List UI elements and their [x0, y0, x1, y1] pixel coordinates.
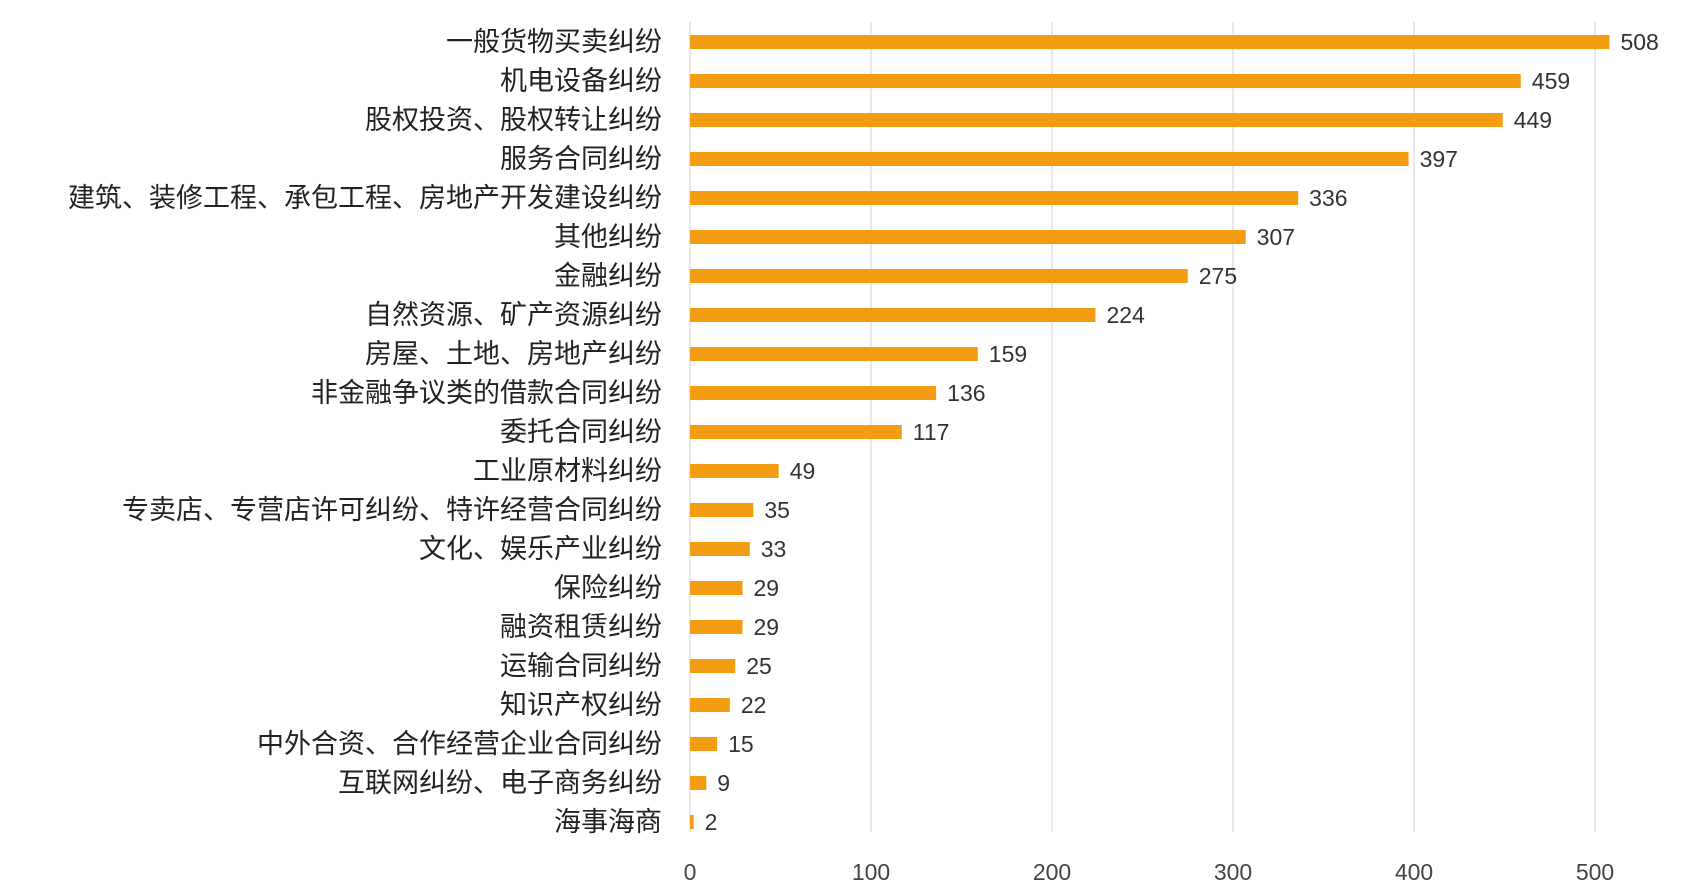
bars: [690, 35, 1610, 829]
value-label: 25: [746, 653, 772, 679]
bar: [690, 542, 750, 556]
x-axis-ticks: 0 100 200 300 400 500: [684, 859, 1615, 885]
x-tick-label: 400: [1395, 859, 1433, 885]
bar: [690, 815, 694, 829]
category-label: 文化、娱乐产业纠纷: [419, 534, 662, 565]
category-label: 服务合同纠纷: [500, 144, 662, 175]
bar: [690, 503, 754, 517]
bar: [690, 737, 718, 751]
category-label: 专卖店、专营店许可纠纷、特许经营合同纠纷: [122, 495, 662, 526]
x-tick-label: 200: [1033, 859, 1071, 885]
value-label: 159: [989, 341, 1027, 367]
category-label: 自然资源、矿产资源纠纷: [365, 300, 662, 331]
category-label: 互联网纠纷、电子商务纠纷: [338, 768, 662, 799]
value-label: 29: [753, 575, 779, 601]
value-label: 22: [741, 692, 767, 718]
value-label: 49: [790, 458, 816, 484]
category-label: 中外合资、合作经营企业合同纠纷: [257, 729, 662, 760]
category-labels: 一般货物买卖纠纷机电设备纠纷股权投资、股权转让纠纷服务合同纠纷建筑、装修工程、承…: [68, 27, 662, 838]
value-label: 275: [1199, 263, 1237, 289]
value-labels: 5084594493973363072752241591361174935332…: [705, 29, 1659, 835]
value-label: 9: [717, 770, 730, 796]
category-label: 融资租赁纠纷: [500, 612, 662, 643]
bar: [690, 152, 1409, 166]
value-label: 2: [705, 809, 718, 835]
x-tick-label: 300: [1214, 859, 1252, 885]
category-label: 股权投资、股权转让纠纷: [365, 105, 662, 136]
bar: [690, 74, 1521, 88]
value-label: 307: [1257, 224, 1295, 250]
bar: [690, 464, 779, 478]
value-label: 449: [1514, 107, 1552, 133]
category-label: 一般货物买卖纠纷: [446, 27, 662, 58]
category-label: 建筑、装修工程、承包工程、房地产开发建设纠纷: [68, 183, 662, 214]
category-label: 非金融争议类的借款合同纠纷: [311, 378, 662, 409]
category-label: 工业原材料纠纷: [473, 456, 662, 487]
category-label: 机电设备纠纷: [500, 66, 662, 97]
bar: [690, 425, 902, 439]
category-label: 海事海商: [554, 807, 662, 838]
category-label: 知识产权纠纷: [500, 690, 662, 721]
bar: [690, 191, 1299, 205]
value-label: 459: [1532, 68, 1570, 94]
value-label: 336: [1309, 185, 1347, 211]
value-label: 15: [728, 731, 754, 757]
value-label: 35: [764, 497, 790, 523]
value-label: 224: [1106, 302, 1145, 328]
bar: [690, 269, 1188, 283]
category-label: 其他纠纷: [554, 222, 662, 253]
value-label: 508: [1620, 29, 1658, 55]
category-label: 运输合同纠纷: [500, 651, 662, 682]
bar: [690, 308, 1096, 322]
bar: [690, 776, 707, 790]
value-label: 397: [1420, 146, 1458, 172]
bar: [690, 35, 1610, 49]
x-tick-label: 500: [1576, 859, 1614, 885]
category-label: 金融纠纷: [554, 261, 662, 292]
bar: [690, 347, 978, 361]
bar: [690, 230, 1246, 244]
value-label: 29: [753, 614, 779, 640]
category-label: 房屋、土地、房地产纠纷: [365, 339, 662, 370]
bar: [690, 698, 730, 712]
value-label: 117: [913, 419, 950, 445]
x-tick-label: 0: [684, 859, 697, 885]
bar: [690, 581, 743, 595]
bar: [690, 113, 1503, 127]
value-label: 33: [761, 536, 787, 562]
value-label: 136: [947, 380, 985, 406]
category-label: 保险纠纷: [554, 573, 662, 604]
category-label: 委托合同纠纷: [500, 417, 662, 448]
bar: [690, 386, 937, 400]
bar: [690, 620, 743, 634]
x-tick-label: 100: [852, 859, 890, 885]
bar: [690, 659, 736, 673]
